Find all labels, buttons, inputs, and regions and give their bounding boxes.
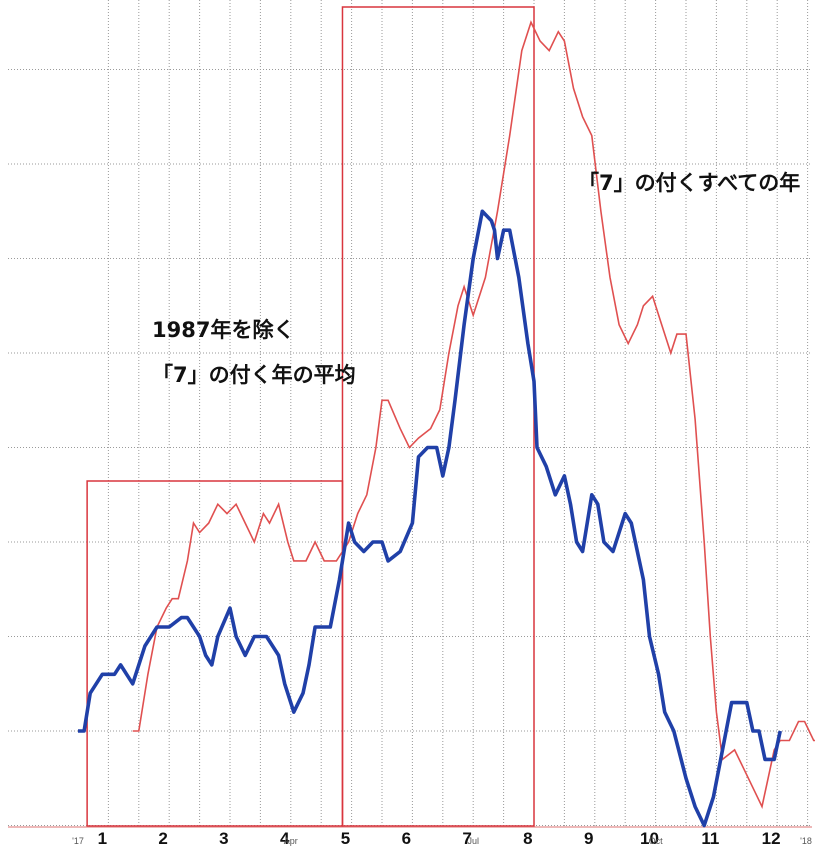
- annotation-all-years: 「7」の付くすべての年: [578, 171, 800, 195]
- month-tick-9: 9: [584, 829, 593, 848]
- month-tick-11: 11: [701, 829, 719, 848]
- minor-tick-label: Oct: [649, 836, 664, 846]
- highlight-boxes: [86, 6, 535, 827]
- annotation-average: 1987年を除く 「7」の付く年の平均: [152, 318, 356, 387]
- annotation-average-line-2: 「7」の付く年の平均: [152, 363, 356, 387]
- x-axis-ticks: 1 2 3 4 5 6 7 8 9 10 11 12'17 Apr Jul Oct '18: [72, 829, 812, 848]
- annotation-average-line-1: 1987年を除く: [152, 318, 294, 342]
- month-tick-10: 10: [640, 829, 659, 848]
- annotation-all-years-label: 「7」の付くすべての年: [578, 171, 800, 195]
- highlight-box-2: [341, 6, 535, 827]
- month-tick-2: 2: [158, 829, 167, 848]
- month-tick-3: 3: [219, 829, 228, 848]
- month-tick-1: 1: [98, 829, 107, 848]
- month-tick-12: 12: [762, 829, 781, 848]
- month-tick-6: 6: [402, 829, 411, 848]
- series-line-all-7-years: [132, 20, 815, 810]
- month-tick-4: 4: [280, 829, 290, 848]
- minor-tick-label: Apr: [284, 836, 298, 846]
- minor-tick-label: '18: [800, 836, 812, 846]
- month-tick-8: 8: [523, 829, 532, 848]
- minor-tick-label: Jul: [467, 836, 479, 846]
- chart-series: [78, 20, 815, 828]
- series-line-avg-7-years-ex1987: [78, 209, 782, 828]
- month-tick-7: 7: [462, 829, 471, 848]
- minor-tick-label: '17: [72, 836, 84, 846]
- chart-grid: [8, 0, 812, 828]
- month-tick-5: 5: [341, 829, 350, 848]
